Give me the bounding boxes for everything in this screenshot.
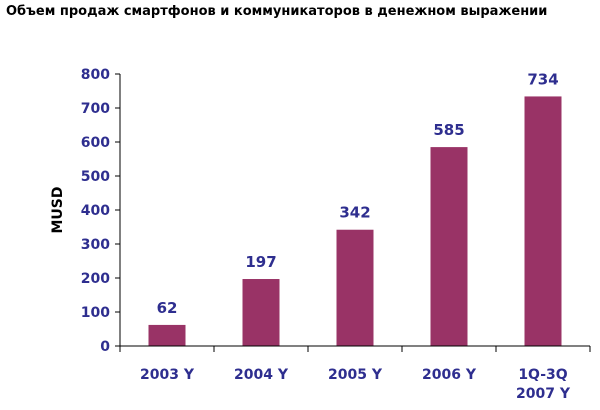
bar [336,229,374,346]
bar [148,324,186,346]
x-tick-label: 2004 Y [234,367,289,383]
y-tick-label: 700 [81,101,110,117]
bar [242,279,280,346]
bar [524,96,562,346]
x-tick-label: 2005 Y [328,367,383,383]
y-tick-label: 0 [100,339,110,355]
y-axis-label: MUSD [50,186,66,233]
data-label: 585 [433,121,464,139]
y-tick-label: 800 [81,67,110,83]
y-tick-label: 300 [81,237,110,253]
x-axis-labels: 2003 Y 2004 Y 2005 Y 2006 Y 1Q-3Q 2007 Y [140,367,571,402]
data-label: 62 [157,299,178,317]
y-tick-label: 500 [81,169,110,185]
x-tick-label: 1Q-3Q 2007 Y [516,367,571,402]
data-label: 342 [339,204,370,222]
y-tick-label: 100 [81,305,110,321]
y-tick-label: 400 [81,203,110,219]
chart-title: Объем продаж смартфонов и коммуникаторов… [6,4,548,19]
bar [430,147,468,346]
data-label: 197 [245,253,276,271]
y-tick-label: 200 [81,271,110,287]
y-axis-ticks: 0 100 200 300 400 500 600 700 800 [81,67,120,355]
y-tick-label: 600 [81,135,110,151]
x-tick-label: 2003 Y [140,367,195,383]
axes [119,74,591,352]
x-tick-label: 2006 Y [422,367,477,383]
data-label: 734 [527,70,558,88]
bars: 62 197 342 585 734 [148,70,562,346]
